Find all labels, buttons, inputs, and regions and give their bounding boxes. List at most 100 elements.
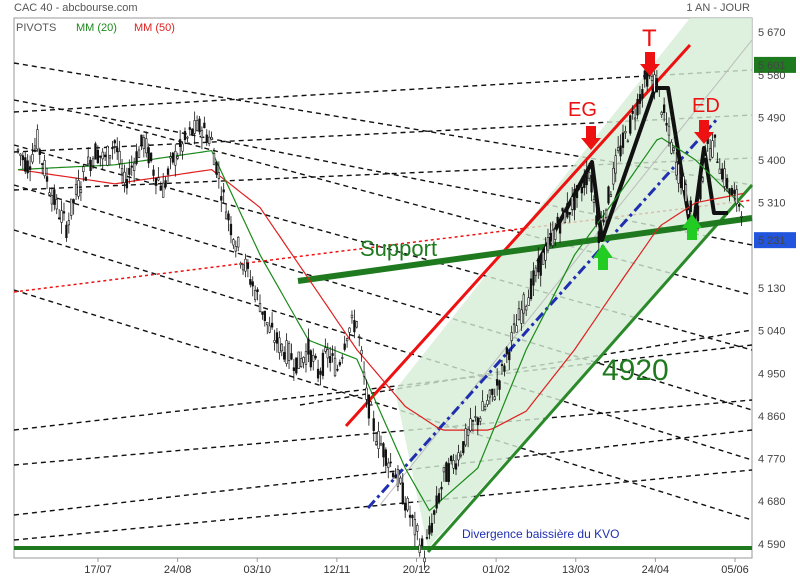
candle-body (336, 368, 339, 371)
candle-body (701, 177, 705, 182)
y-tick-label: 5 400 (758, 155, 786, 167)
candle-body (481, 401, 484, 412)
candle-body (522, 294, 525, 314)
candle-body (602, 219, 605, 223)
candle-body (106, 146, 109, 166)
candle-body (362, 371, 366, 377)
candle-body (525, 306, 528, 311)
candle-body (740, 215, 743, 218)
candle-body (708, 148, 712, 160)
candle-body (684, 184, 688, 202)
candle-body (725, 178, 729, 189)
pivot-line (13, 429, 753, 516)
candle-body (285, 340, 288, 365)
candle-body (181, 143, 184, 152)
candle-body (571, 196, 574, 210)
candle-body (186, 136, 189, 139)
candle-body (399, 477, 402, 484)
candles-group (16, 58, 743, 571)
candle-body (435, 495, 438, 509)
candle-body (469, 418, 472, 431)
candle-body (498, 380, 501, 390)
candle-body (650, 75, 654, 81)
x-tick-label: 24/08 (164, 564, 192, 576)
pivot-line (13, 229, 753, 461)
candle-body (198, 118, 201, 133)
candle-body (672, 147, 675, 151)
candle-body (655, 78, 659, 93)
candle-body (730, 187, 734, 196)
candle-body (687, 209, 690, 215)
candle-body (287, 343, 291, 361)
candle-body (483, 406, 487, 410)
x-tick-label: 13/03 (562, 564, 590, 576)
arrow-up-right-head (682, 214, 702, 228)
y-tick-label: 4 590 (758, 539, 786, 551)
candle-body (408, 514, 412, 518)
candle-body (394, 474, 397, 479)
candle-body (304, 351, 308, 365)
y-tick-label: 5 130 (758, 283, 786, 295)
arrow-up-left-head (593, 244, 613, 258)
candle-body (341, 357, 344, 359)
candle-body (183, 131, 187, 141)
candle-body (70, 198, 73, 216)
candle-body (561, 208, 564, 212)
y-tick-label: 5 310 (758, 198, 786, 210)
candle-body (79, 189, 83, 193)
candle-body (360, 349, 363, 355)
candle-body (268, 325, 271, 333)
pivot-line (13, 469, 753, 541)
candle-body (74, 184, 78, 195)
candle-body (295, 357, 298, 374)
pivot-line (13, 69, 753, 113)
candle-body (348, 327, 351, 333)
candle-body (111, 147, 114, 150)
y-tick-label: 4 680 (758, 496, 786, 508)
arrow-up-right-shaft (687, 228, 697, 240)
candle-body (563, 211, 567, 224)
candle-body (704, 155, 707, 159)
candle-body (21, 155, 24, 161)
candle-body (696, 205, 700, 222)
candle-body (60, 210, 63, 223)
candle-body (77, 180, 80, 197)
candle-body (299, 358, 303, 368)
candle-body (169, 156, 172, 159)
arrow-eg (581, 126, 601, 150)
candle-body (135, 151, 138, 164)
candle-body (87, 156, 90, 165)
candle-body (314, 355, 317, 359)
y-tick-label: 5 040 (758, 326, 786, 338)
chart-header-right: 1 AN - JOUR (686, 2, 750, 14)
candle-body (372, 418, 375, 431)
candle-body (48, 192, 51, 196)
candle-body (19, 153, 22, 156)
x-tick-label: 12/11 (324, 564, 351, 576)
candle-body (580, 186, 584, 194)
candle-body (333, 357, 337, 377)
candle-body (665, 122, 668, 126)
candle-body (554, 228, 557, 240)
candle-body (125, 178, 129, 189)
y-tick-label: 5 231 (758, 235, 786, 247)
candle-body (641, 89, 644, 99)
candle-body (508, 351, 511, 361)
candle-body (331, 353, 334, 356)
candle-body (413, 519, 417, 536)
candle-body (256, 289, 259, 293)
candle-body (379, 443, 383, 446)
candle-body (217, 172, 221, 179)
candle-body (433, 510, 436, 515)
candle-body (270, 322, 274, 328)
candle-body (205, 134, 208, 143)
candle-body (120, 168, 124, 174)
annotation-kvo: Divergence baissière du KVO (462, 527, 619, 541)
candle-body (263, 310, 266, 321)
candle-body (682, 176, 685, 191)
candle-body (476, 417, 479, 426)
candle-body (283, 352, 286, 360)
candle-body (200, 130, 204, 138)
candle-body (16, 148, 20, 152)
candle-body (689, 200, 692, 213)
